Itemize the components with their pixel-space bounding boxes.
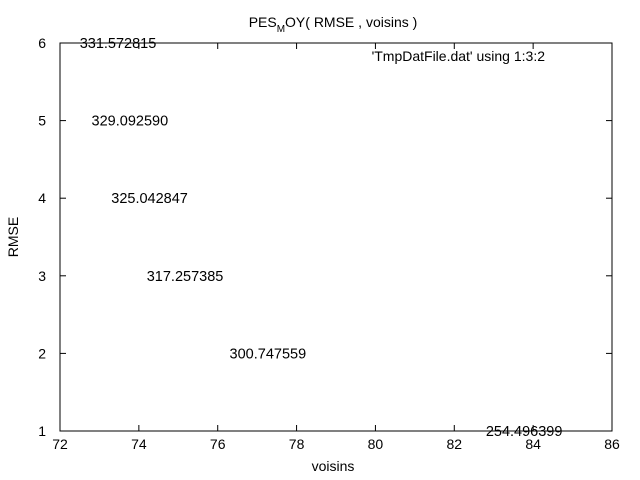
x-tick-label: 76 [210, 436, 226, 452]
x-tick-label: 82 [446, 436, 462, 452]
x-tick-label: 78 [289, 436, 305, 452]
x-axis-label: voisins [312, 458, 355, 474]
x-tick-label: 80 [368, 436, 384, 452]
x-tick-label: 86 [604, 436, 620, 452]
point-label: 317.257385 [147, 269, 224, 285]
y-tick-label: 6 [38, 35, 46, 51]
point-label: 254.496399 [486, 424, 563, 440]
x-axis: 72 74 76 78 80 82 84 86 [52, 43, 620, 452]
y-axis: 1 2 3 4 5 6 [38, 35, 612, 439]
plot-frame [59, 42, 613, 432]
x-tick-label: 84 [525, 436, 541, 452]
y-axis-label: RMSE [5, 217, 21, 257]
y-tick-label: 3 [38, 268, 46, 284]
data-labels: 331.572815 329.092590 325.042847 317.257385… [80, 36, 563, 440]
y-tick-label: 2 [38, 345, 46, 361]
legend-entry: 'TmpDatFile.dat' using 1:3:2 [372, 48, 546, 64]
point-label: 325.042847 [111, 191, 188, 207]
point-label: 331.572815 [80, 36, 157, 52]
x-tick-label: 72 [52, 436, 68, 452]
point-label: 300.747559 [230, 346, 307, 362]
y-tick-label: 1 [38, 423, 46, 439]
chart-title: PESMOY( RMSE , voisins ) [249, 14, 418, 35]
y-tick-label: 4 [38, 190, 46, 206]
chart-title-subscript: M [277, 24, 285, 35]
chart-title-main: PES [249, 14, 277, 30]
point-label: 329.092590 [92, 114, 169, 130]
y-tick-label: 5 [38, 113, 46, 129]
chart-title-rest: OY( RMSE , voisins ) [285, 14, 417, 30]
x-tick-label: 74 [131, 436, 147, 452]
